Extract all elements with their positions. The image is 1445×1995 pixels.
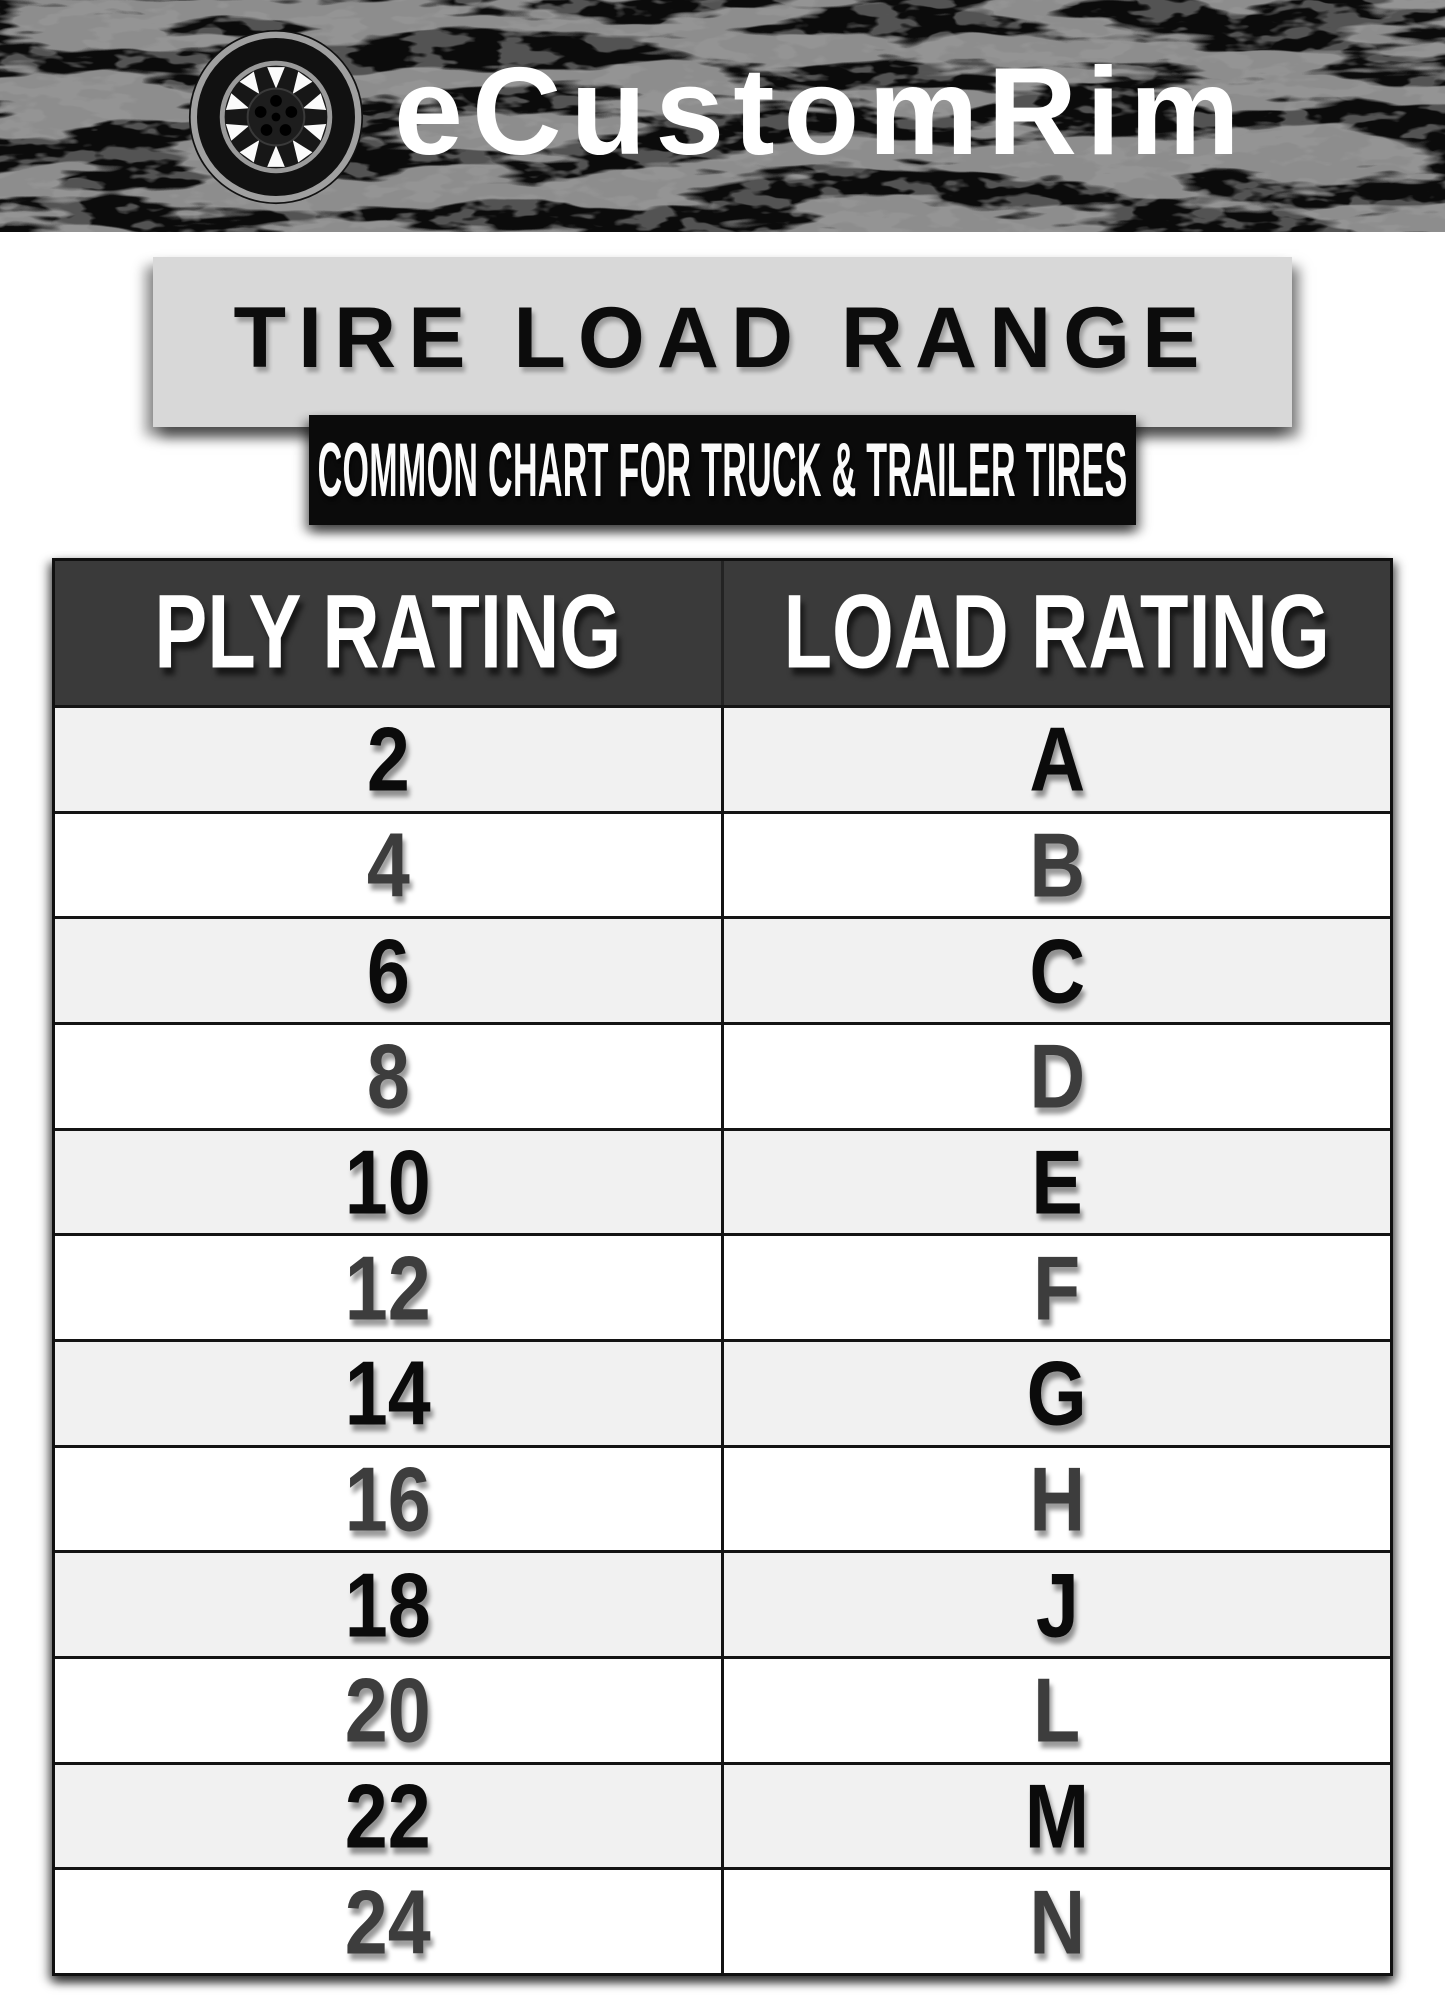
cell-value: 18: [345, 1553, 431, 1656]
ply-rating-cell: 2: [55, 708, 724, 811]
load-rating-cell: J: [724, 1553, 1390, 1656]
brand-row: eCustomRim: [186, 0, 1249, 232]
load-rating-cell: E: [724, 1131, 1390, 1234]
ply-rating-cell: 18: [55, 1553, 724, 1657]
cell-value: 8: [366, 1025, 410, 1128]
column-header-ply-rating: PLY RATING: [55, 561, 724, 705]
subtitle-banner: COMMON CHART FOR TRUCK & TRAILER TIRES: [309, 415, 1136, 525]
subtitle-text: COMMON CHART FOR TRUCK & TRAILER TIRES: [317, 427, 1128, 513]
cell-value: B: [1029, 814, 1085, 916]
table-row: 24 N: [55, 1867, 1390, 1974]
column-header-load-rating: LOAD RATING: [724, 561, 1390, 705]
load-rating-cell: C: [724, 919, 1390, 1022]
load-rating-cell: A: [724, 708, 1390, 811]
table-header-row: PLY RATING LOAD RATING: [55, 561, 1390, 705]
brand-name: eCustomRim: [394, 43, 1249, 181]
load-rating-cell: B: [724, 814, 1390, 917]
cell-value: 12: [345, 1236, 431, 1339]
load-rating-cell: H: [724, 1448, 1390, 1551]
cell-value: E: [1031, 1131, 1083, 1233]
ply-rating-cell: 10: [55, 1130, 724, 1234]
table-body: 2 A 4 B 6 C 8 D 10 E 12 F 14 G 16 H 18 J 20 L 22 M 24 N: [55, 705, 1390, 1974]
cell-value: A: [1029, 708, 1085, 811]
wheel-spokes: [225, 67, 327, 167]
column-header-ply-rating-label: PLY RATING: [154, 574, 622, 691]
load-rating-cell: M: [724, 1765, 1390, 1868]
page-title: TIRE LOAD RANGE: [233, 289, 1212, 386]
load-rating-cell: D: [724, 1025, 1390, 1128]
table-row: 10 E: [55, 1127, 1390, 1234]
load-rating-cell: L: [724, 1659, 1390, 1762]
cell-value: L: [1033, 1659, 1081, 1762]
ply-rating-cell: 12: [55, 1236, 724, 1340]
ply-rating-cell: 14: [55, 1342, 724, 1445]
title-box: TIRE LOAD RANGE: [153, 257, 1292, 427]
cell-value: 20: [345, 1659, 431, 1762]
wheel-lugs: [254, 94, 298, 136]
cell-value: F: [1033, 1236, 1081, 1339]
table-row: 12 F: [55, 1233, 1390, 1340]
cell-value: C: [1029, 919, 1085, 1022]
cell-value: H: [1029, 1448, 1085, 1550]
cell-value: 22: [345, 1765, 431, 1867]
cell-value: 24: [345, 1870, 431, 1973]
ply-rating-cell: 16: [55, 1447, 724, 1551]
cell-value: 10: [345, 1131, 431, 1233]
cell-value: G: [1026, 1342, 1088, 1445]
cell-value: J: [1035, 1553, 1079, 1656]
load-rating-cell: N: [724, 1870, 1390, 1973]
table-row: 22 M: [55, 1761, 1390, 1868]
brand-band: eCustomRim: [0, 0, 1445, 232]
load-range-table: PLY RATING LOAD RATING 2 A 4 B 6 C 8 D 10 E 12 F 14 G…: [52, 558, 1393, 1976]
ply-rating-cell: 8: [55, 1025, 724, 1128]
tire-wheel-icon: [188, 29, 364, 205]
ply-rating-cell: 20: [55, 1659, 724, 1762]
table-row: 20 L: [55, 1656, 1390, 1762]
table-row: 16 H: [55, 1444, 1390, 1551]
ply-rating-cell: 24: [55, 1870, 724, 1974]
ply-rating-cell: 4: [55, 813, 724, 917]
table-row: 18 J: [55, 1550, 1390, 1657]
cell-value: 2: [366, 708, 410, 811]
cell-value: 14: [345, 1342, 431, 1445]
ply-rating-cell: 6: [55, 919, 724, 1023]
ply-rating-cell: 22: [55, 1764, 724, 1868]
load-rating-cell: G: [724, 1342, 1390, 1445]
cell-value: 4: [366, 814, 410, 916]
table-row: 14 G: [55, 1339, 1390, 1445]
column-header-load-rating-label: LOAD RATING: [783, 574, 1331, 691]
cell-value: N: [1029, 1870, 1085, 1973]
load-rating-cell: F: [724, 1236, 1390, 1339]
cell-value: 6: [366, 919, 410, 1022]
cell-value: M: [1024, 1765, 1090, 1867]
cell-value: 16: [345, 1448, 431, 1550]
cell-value: D: [1029, 1025, 1085, 1128]
